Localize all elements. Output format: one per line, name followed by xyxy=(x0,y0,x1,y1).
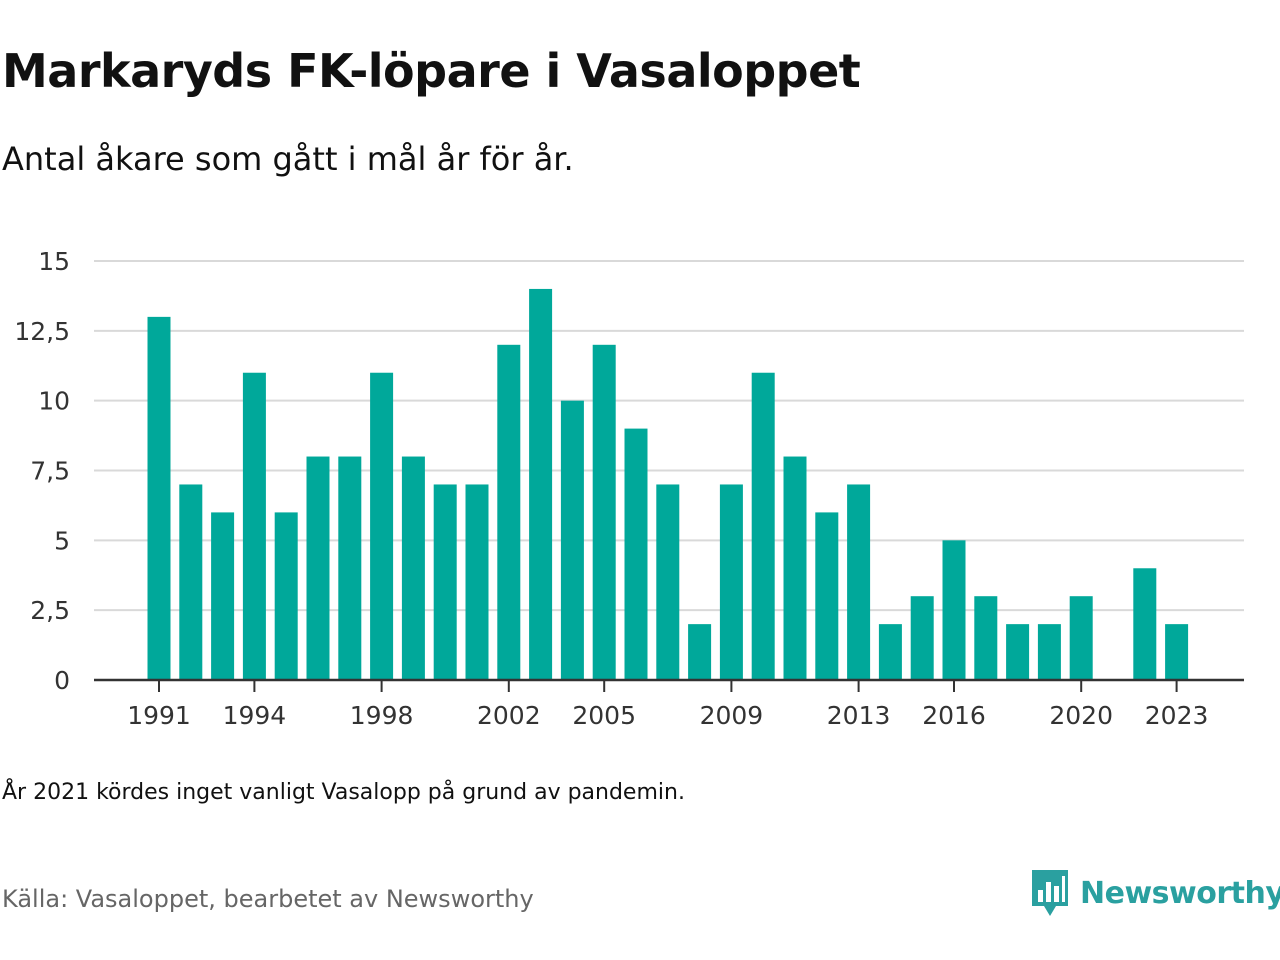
y-tick-label: 5 xyxy=(54,526,70,555)
bar-1994 xyxy=(242,372,266,680)
bar-2019 xyxy=(1037,624,1061,680)
bar-2014 xyxy=(878,624,902,680)
source-credit: Källa: Vasaloppet, bearbetet av Newswort… xyxy=(2,885,534,913)
bar-2000 xyxy=(433,484,457,680)
bar-2017 xyxy=(974,596,998,680)
bar-2008 xyxy=(688,624,712,680)
y-tick-label: 2,5 xyxy=(30,596,70,625)
bar-1996 xyxy=(306,456,330,680)
brand-logo: Newsworthy xyxy=(1030,868,1280,918)
y-tick-label: 10 xyxy=(38,387,70,416)
y-tick-label: 7,5 xyxy=(30,457,70,486)
x-tick-label: 2005 xyxy=(572,701,636,730)
bar-2023 xyxy=(1165,624,1189,680)
y-tick-label: 0 xyxy=(54,666,70,695)
brand-name: Newsworthy xyxy=(1080,875,1280,911)
bar-2012 xyxy=(815,512,839,680)
bar-2022 xyxy=(1133,568,1157,680)
y-tick-label: 15 xyxy=(38,247,70,276)
bar-2001 xyxy=(465,484,489,680)
chart-subtitle: Antal åkare som gått i mål år för år. xyxy=(2,140,574,178)
bar-chart: 0 2,5 5 7,5 10 12,5 15 1991 1994 1998 2002 2005 2009… xyxy=(14,247,1244,730)
bar-2004 xyxy=(560,400,584,680)
bar-1995 xyxy=(274,512,298,680)
bar-2018 xyxy=(1006,624,1030,680)
bar-1992 xyxy=(179,484,203,680)
x-tick-label: 2016 xyxy=(922,701,986,730)
bar-1991 xyxy=(147,316,171,680)
x-tick-label: 1994 xyxy=(223,701,287,730)
y-tick-label: 12,5 xyxy=(14,317,70,346)
bar-2005 xyxy=(592,344,616,680)
bar-1999 xyxy=(401,456,425,680)
bar-1997 xyxy=(338,456,362,680)
bar-2020 xyxy=(1069,596,1093,680)
footnote: År 2021 kördes inget vanligt Vasalopp på… xyxy=(2,780,685,805)
x-tick-label: 2009 xyxy=(700,701,764,730)
x-tick-label: 2020 xyxy=(1049,701,1113,730)
x-tick-label: 2013 xyxy=(827,701,891,730)
bar-2016 xyxy=(942,540,966,680)
bar-2015 xyxy=(910,596,934,680)
bar-2010 xyxy=(751,372,775,680)
bar-2006 xyxy=(624,428,648,680)
bar-2013 xyxy=(847,484,871,680)
bar-1993 xyxy=(211,512,235,680)
bar-2011 xyxy=(783,456,807,680)
x-tick-label: 1998 xyxy=(350,701,414,730)
bar-2009 xyxy=(719,484,743,680)
bar-2003 xyxy=(529,288,553,680)
axes: 0 2,5 5 7,5 10 12,5 15 1991 1994 1998 2002 2005 2009… xyxy=(14,247,1244,730)
x-tick-label: 2002 xyxy=(477,701,541,730)
bar-2007 xyxy=(656,484,680,680)
bar-1998 xyxy=(370,372,394,680)
x-tick-label: 1991 xyxy=(127,701,191,730)
x-tick-label: 2023 xyxy=(1145,701,1209,730)
chart-title: Markaryds FK-löpare i Vasaloppet xyxy=(2,44,861,98)
newsworthy-logo-icon xyxy=(1032,870,1068,916)
bars xyxy=(147,288,1189,680)
bar-2002 xyxy=(497,344,521,680)
